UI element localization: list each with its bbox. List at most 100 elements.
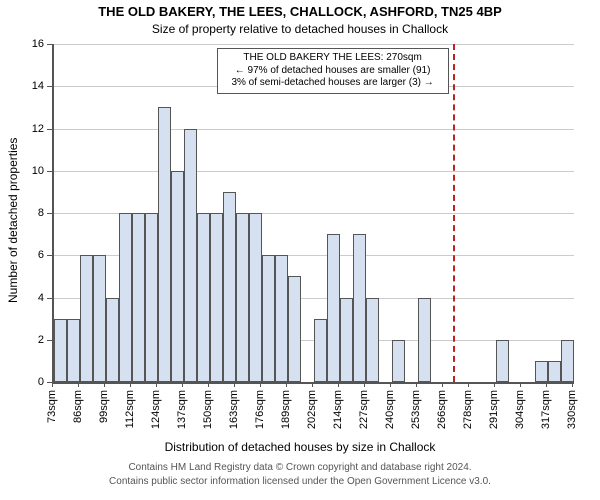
x-tick-label: 137sqm — [176, 390, 188, 429]
y-tick-label: 8 — [24, 207, 44, 219]
bar — [236, 213, 249, 382]
y-tick-mark — [47, 86, 52, 87]
bar — [314, 319, 327, 382]
x-tick-mark — [208, 382, 209, 387]
y-axis-label: Number of detached properties — [6, 138, 20, 303]
bar — [327, 234, 340, 382]
x-tick-label: 291sqm — [488, 390, 500, 429]
bar — [262, 255, 275, 382]
page-title: THE OLD BAKERY, THE LEES, CHALLOCK, ASHF… — [0, 4, 600, 19]
bar — [340, 298, 353, 383]
bar — [496, 340, 509, 382]
bar — [249, 213, 262, 382]
y-tick-mark — [47, 213, 52, 214]
gridline — [54, 44, 574, 45]
x-tick-mark — [390, 382, 391, 387]
x-tick-mark — [130, 382, 131, 387]
y-tick-label: 6 — [24, 249, 44, 261]
bar — [275, 255, 288, 382]
bar — [106, 298, 119, 383]
bar — [54, 319, 67, 382]
bar — [210, 213, 223, 382]
x-tick-mark — [520, 382, 521, 387]
bar — [197, 213, 210, 382]
x-tick-label: 150sqm — [202, 390, 214, 429]
plot-area: THE OLD BAKERY THE LEES: 270sqm ← 97% of… — [52, 44, 574, 384]
x-tick-label: 73sqm — [46, 390, 58, 423]
x-tick-label: 124sqm — [150, 390, 162, 429]
x-tick-mark — [416, 382, 417, 387]
bar — [171, 171, 184, 382]
x-tick-label: 86sqm — [72, 390, 84, 423]
bar — [67, 319, 80, 382]
y-tick-label: 16 — [24, 38, 44, 50]
bar — [93, 255, 106, 382]
annotation-line-sqm: THE OLD BAKERY THE LEES: 270sqm — [223, 52, 443, 65]
x-axis-label: Distribution of detached houses by size … — [0, 440, 600, 454]
annotation-line-larger: 3% of semi-detached houses are larger (3… — [223, 77, 443, 90]
y-tick-label: 12 — [24, 123, 44, 135]
bar — [119, 213, 132, 382]
x-tick-mark — [494, 382, 495, 387]
x-tick-mark — [78, 382, 79, 387]
x-tick-mark — [572, 382, 573, 387]
x-tick-label: 266sqm — [436, 390, 448, 429]
y-tick-mark — [47, 340, 52, 341]
chart-subtitle: Size of property relative to detached ho… — [0, 22, 600, 36]
gridline — [54, 171, 574, 172]
annotation-box: THE OLD BAKERY THE LEES: 270sqm ← 97% of… — [217, 48, 449, 94]
y-tick-mark — [47, 129, 52, 130]
y-tick-label: 4 — [24, 292, 44, 304]
bar — [132, 213, 145, 382]
footer-licence: Contains public sector information licen… — [0, 476, 600, 487]
x-tick-label: 202sqm — [306, 390, 318, 429]
x-tick-mark — [104, 382, 105, 387]
y-tick-label: 0 — [24, 376, 44, 388]
y-tick-mark — [47, 44, 52, 45]
x-tick-mark — [312, 382, 313, 387]
x-tick-label: 176sqm — [254, 390, 266, 429]
bar — [145, 213, 158, 382]
x-tick-label: 253sqm — [410, 390, 422, 429]
bar — [392, 340, 405, 382]
bar — [366, 298, 379, 383]
bar — [223, 192, 236, 382]
x-tick-mark — [338, 382, 339, 387]
bar — [80, 255, 93, 382]
x-tick-mark — [468, 382, 469, 387]
bar — [353, 234, 366, 382]
gridline — [54, 129, 574, 130]
x-tick-mark — [52, 382, 53, 387]
x-tick-label: 214sqm — [332, 390, 344, 429]
x-tick-label: 163sqm — [228, 390, 240, 429]
x-tick-label: 278sqm — [462, 390, 474, 429]
x-tick-label: 304sqm — [514, 390, 526, 429]
y-tick-mark — [47, 298, 52, 299]
x-tick-label: 189sqm — [280, 390, 292, 429]
x-tick-mark — [546, 382, 547, 387]
x-tick-label: 112sqm — [124, 390, 136, 428]
annotation-line-smaller: ← 97% of detached houses are smaller (91… — [223, 65, 443, 78]
x-tick-mark — [234, 382, 235, 387]
x-tick-mark — [442, 382, 443, 387]
x-tick-label: 317sqm — [540, 390, 552, 429]
y-tick-label: 10 — [24, 165, 44, 177]
bar — [535, 361, 548, 382]
x-tick-label: 227sqm — [358, 390, 370, 429]
x-tick-label: 240sqm — [384, 390, 396, 429]
y-tick-label: 2 — [24, 334, 44, 346]
y-tick-label: 14 — [24, 80, 44, 92]
x-tick-mark — [156, 382, 157, 387]
x-tick-mark — [260, 382, 261, 387]
chart-root: THE OLD BAKERY, THE LEES, CHALLOCK, ASHF… — [0, 0, 600, 500]
x-tick-label: 99sqm — [98, 390, 110, 423]
x-tick-label: 330sqm — [566, 390, 578, 429]
x-tick-mark — [286, 382, 287, 387]
x-tick-mark — [364, 382, 365, 387]
bar — [158, 107, 171, 382]
bar — [288, 276, 301, 382]
marker-line — [453, 44, 455, 382]
y-tick-mark — [47, 255, 52, 256]
bar — [548, 361, 561, 382]
x-tick-mark — [182, 382, 183, 387]
